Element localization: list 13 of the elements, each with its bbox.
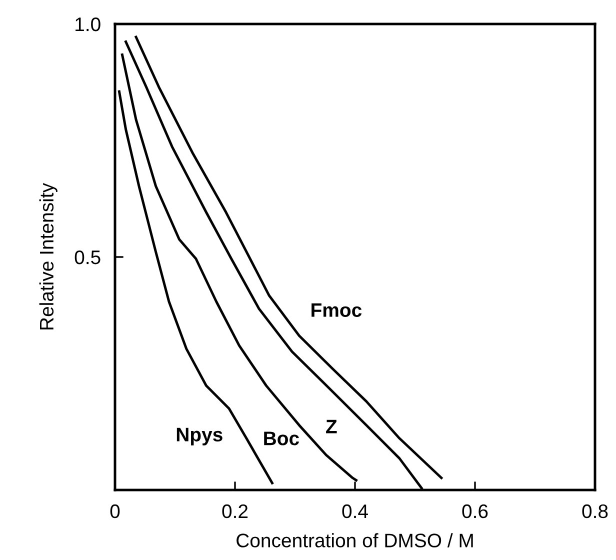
x-tick-label: 0 (110, 504, 120, 518)
y-tick-label: 0.5 (74, 250, 100, 264)
y-axis-title: Relative Intensity (39, 183, 58, 330)
series-label: Z (326, 420, 337, 434)
series-label: Fmoc (312, 303, 362, 317)
x-tick-label: 0.8 (582, 504, 608, 518)
x-axis-title: Concentration of DMSO / M (236, 533, 473, 548)
series-label: Boc (264, 432, 299, 446)
y-tick-label: 1.0 (76, 17, 100, 32)
x-tick-label: 0.6 (462, 504, 488, 518)
x-tick-label: 0.4 (342, 504, 368, 518)
x-tick-label: 0.2 (222, 504, 248, 518)
series-label: Npys (176, 428, 222, 446)
